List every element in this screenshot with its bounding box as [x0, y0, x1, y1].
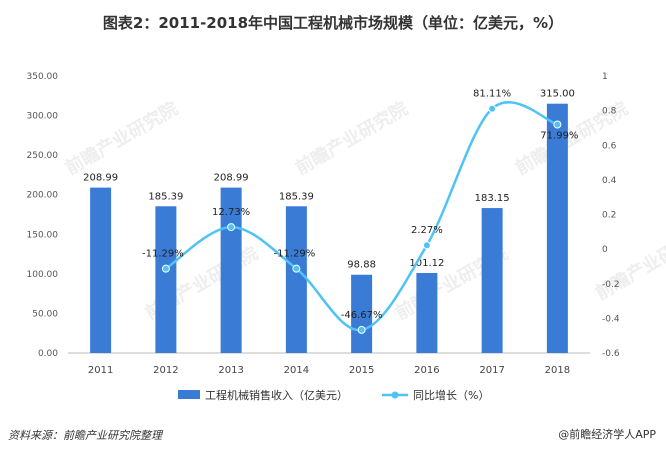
y-left-tick-label: 200.00 [27, 191, 59, 201]
legend-line-marker [391, 391, 399, 399]
y-right-tick-label: 0.2 [602, 211, 616, 221]
growth-point [553, 120, 562, 129]
growth-value-label: 81.11% [473, 89, 511, 100]
growth-value-label: -11.29% [142, 249, 184, 260]
growth-point [292, 264, 301, 273]
y-right-tick-label: 0 [602, 245, 608, 255]
y-right-tick-label: 0.8 [602, 107, 617, 117]
y-left-tick-label: 150.00 [27, 230, 59, 240]
y-right-tick-label: -0.4 [602, 314, 620, 324]
x-tick-label: 2012 [153, 365, 178, 376]
y-left-tick-label: 0.00 [38, 349, 58, 359]
x-tick-label: 2013 [218, 365, 243, 376]
legend-bar-swatch [178, 390, 200, 399]
y-left-tick-label: 250.00 [27, 151, 59, 161]
growth-value-label: 2.27% [411, 225, 443, 236]
growth-value-label: -11.29% [274, 249, 316, 260]
growth-point [227, 223, 236, 232]
bar [416, 272, 438, 353]
bar [351, 274, 373, 353]
x-tick-label: 2016 [414, 365, 439, 376]
y-right-tick-label: -0.6 [602, 349, 620, 359]
growth-value-label: -46.67% [341, 310, 383, 321]
y-right-tick-label: -0.2 [602, 280, 620, 290]
y-right-tick-label: 0.6 [602, 141, 617, 151]
bar-value-label: 183.15 [475, 193, 510, 204]
y-right-tick-label: 0.4 [602, 176, 617, 186]
legend-line-label: 同比增长（%） [413, 388, 489, 402]
bar-value-label: 208.99 [83, 173, 118, 184]
brand-credit: @前瞻经济学人APP [558, 428, 656, 441]
growth-point [422, 241, 431, 250]
bar [481, 208, 503, 353]
x-tick-label: 2017 [479, 365, 504, 376]
y-left-tick-label: 50.00 [32, 309, 58, 319]
bar [155, 206, 177, 353]
watermark-text: 前瞻产业研究院 [292, 97, 412, 179]
growth-point [488, 104, 497, 113]
x-tick-label: 2015 [349, 365, 374, 376]
y-left-tick-label: 100.00 [27, 270, 59, 280]
growth-value-label: 71.99% [540, 130, 578, 141]
growth-value-label: 12.73% [212, 207, 250, 218]
bar [285, 206, 307, 353]
bar-value-label: 101.12 [409, 258, 444, 269]
source-note: 资料来源：前瞻产业研究院整理 [8, 429, 162, 442]
y-left-tick-label: 350.00 [27, 72, 59, 82]
y-right-tick-label: 1 [602, 72, 608, 82]
growth-point [357, 325, 366, 334]
bar-value-label: 98.88 [347, 260, 376, 271]
bar-value-label: 185.39 [148, 191, 183, 202]
growth-point [161, 264, 170, 273]
bar [90, 187, 112, 353]
bar-value-label: 315.00 [540, 89, 575, 100]
bar-value-label: 208.99 [214, 173, 249, 184]
watermark-text: 前瞻产业研究院 [592, 222, 666, 304]
bar-value-label: 185.39 [279, 191, 314, 202]
watermark-text: 前瞻产业研究院 [62, 97, 182, 179]
y-left-tick-label: 300.00 [27, 112, 59, 122]
chart-title: 图表2：2011-2018年中国工程机械市场规模（单位：亿美元，%） [102, 14, 564, 32]
legend-bar-label: 工程机械销售收入（亿美元） [205, 388, 348, 402]
x-tick-label: 2018 [545, 365, 570, 376]
x-tick-label: 2014 [284, 365, 309, 376]
x-tick-label: 2011 [88, 365, 113, 376]
bar [546, 103, 568, 353]
